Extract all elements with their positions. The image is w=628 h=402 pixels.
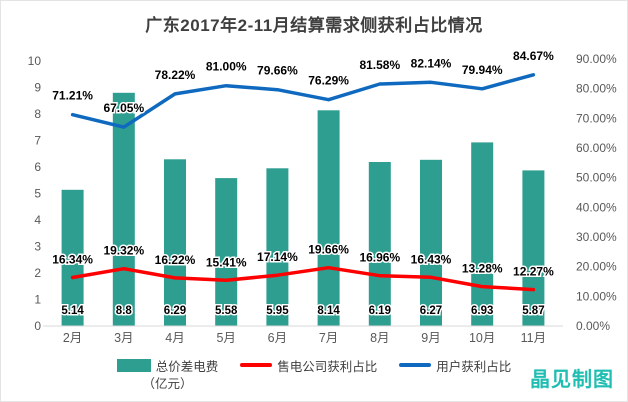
bar[interactable] <box>266 168 289 326</box>
left-axis-tick: 0 <box>34 319 41 333</box>
bar[interactable] <box>420 159 442 326</box>
right-axis-tick: 10.00% <box>576 289 617 303</box>
bar-value-label: 6.29 <box>164 305 186 317</box>
sales-line-label: 16.43% <box>411 252 452 266</box>
bar-value-label: 8.8 <box>116 305 133 317</box>
left-axis-tick: 10 <box>28 54 42 68</box>
left-axis-tick: 5 <box>34 187 41 201</box>
right-axis-tick: 30.00% <box>576 230 617 244</box>
left-axis-tick: 7 <box>34 134 41 148</box>
sales-line-label: 17.14% <box>257 250 298 264</box>
legend-sales-label: 售电公司获利占比 <box>277 359 378 374</box>
bar[interactable] <box>61 189 84 326</box>
bar[interactable] <box>317 110 340 326</box>
bar-value-label: 6.19 <box>369 305 391 317</box>
sales-line-label: 16.22% <box>155 253 196 267</box>
category-label: 3月 <box>114 331 133 345</box>
category-label: 10月 <box>469 331 495 345</box>
sales-line-label: 19.66% <box>308 243 349 257</box>
category-label: 5月 <box>216 331 235 345</box>
left-axis-tick: 8 <box>34 107 41 121</box>
bar[interactable] <box>368 162 391 326</box>
legend-item-user-line[interactable]: 用户获利占比 <box>399 355 511 375</box>
right-axis-tick: 0.00% <box>576 319 610 333</box>
right-axis-tick: 50.00% <box>576 171 617 185</box>
user-line-label: 67.05% <box>103 101 144 115</box>
bar-value-label: 5.87 <box>522 305 544 317</box>
user-line-label: 81.58% <box>359 58 400 72</box>
sales-line-label: 16.96% <box>359 251 400 265</box>
bar-value-label: 6.27 <box>420 305 442 317</box>
right-axis-tick: 80.00% <box>576 82 617 96</box>
left-axis-tick: 3 <box>34 240 41 254</box>
sales-line-label: 16.34% <box>52 253 93 267</box>
legend: 总价差电费 （亿元） 售电公司获利占比 用户获利占比 <box>1 355 627 392</box>
bar-value-label: 5.14 <box>61 305 84 317</box>
left-axis-tick: 9 <box>34 81 41 95</box>
legend-item-bar-series[interactable]: 总价差电费 （亿元） <box>116 355 219 392</box>
right-axis-tick: 70.00% <box>576 111 617 125</box>
user-line-label: 84.67% <box>513 49 554 63</box>
sales-line-label: 19.32% <box>103 244 144 258</box>
chart-title: 广东2017年2-11月结算需求侧获利占比情况 <box>145 16 483 35</box>
category-label: 7月 <box>319 331 338 345</box>
bar[interactable] <box>112 92 135 326</box>
left-axis-tick: 6 <box>34 160 41 174</box>
sales-line-label: 15.41% <box>206 255 247 269</box>
user-line-label: 76.29% <box>308 74 349 88</box>
right-axis-tick: 90.00% <box>576 52 617 66</box>
user-line-label: 71.21% <box>52 89 93 103</box>
left-axis-tick: 4 <box>34 213 41 227</box>
bar-value-label: 6.93 <box>471 305 493 317</box>
user-line-label: 78.22% <box>155 68 196 82</box>
watermark: 晶见制图 <box>530 369 614 391</box>
user-line-label: 81.00% <box>206 60 247 74</box>
bar[interactable] <box>522 170 545 326</box>
category-label: 2月 <box>63 331 82 345</box>
bar[interactable] <box>215 178 238 326</box>
category-label: 8月 <box>370 331 389 345</box>
bar[interactable] <box>471 142 494 326</box>
left-axis-tick: 1 <box>34 293 41 307</box>
category-label: 4月 <box>165 331 184 345</box>
bar-value-label: 8.14 <box>317 305 340 317</box>
bar-value-label: 5.58 <box>215 305 238 317</box>
user-line-label: 82.14% <box>411 56 452 70</box>
sales-line-label: 12.27% <box>513 265 554 279</box>
sales-line-label: 13.28% <box>462 262 503 276</box>
user-line-swatch-icon <box>399 363 432 367</box>
category-label: 6月 <box>268 331 287 345</box>
user-line-label: 79.66% <box>257 64 298 78</box>
legend-item-sales-line[interactable]: 售电公司获利占比 <box>240 355 377 375</box>
legend-bar-sublabel: （亿元） <box>142 377 193 391</box>
user-line-label: 79.94% <box>462 63 503 77</box>
category-label: 11月 <box>521 331 546 345</box>
right-axis-tick: 20.00% <box>576 260 617 274</box>
sales-line[interactable] <box>70 265 536 292</box>
category-label: 9月 <box>421 331 440 345</box>
left-axis-tick: 2 <box>34 266 41 280</box>
user-line[interactable] <box>70 73 536 129</box>
sales-line-swatch-icon <box>240 363 273 367</box>
bar[interactable] <box>164 159 186 326</box>
right-axis-tick: 60.00% <box>576 141 617 155</box>
right-axis-tick: 40.00% <box>576 200 617 214</box>
legend-user-label: 用户获利占比 <box>436 359 512 374</box>
bar-value-label: 5.95 <box>266 305 289 317</box>
bar-series-swatch-icon <box>116 358 151 372</box>
legend-bar-label: 总价差电费 <box>155 359 219 374</box>
